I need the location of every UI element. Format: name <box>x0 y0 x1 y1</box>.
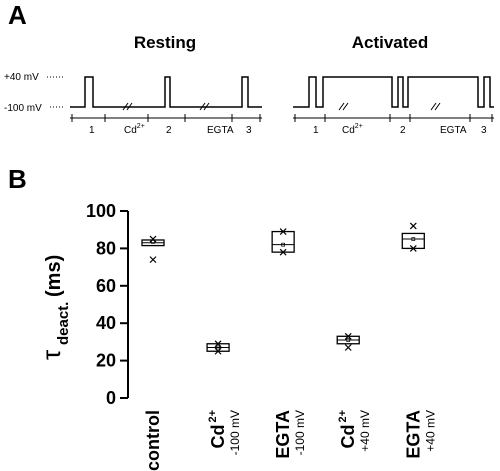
x-tick-sublabel: +40 mV <box>358 410 372 452</box>
mean <box>281 242 285 247</box>
x-tick-sublabel: +40 mV <box>423 410 437 452</box>
step-label: 2 <box>166 125 172 136</box>
x-tick-label: EGTA <box>273 410 293 459</box>
x-label: Cd 2+ +40 mV <box>337 410 372 452</box>
mean <box>346 338 351 342</box>
timeline-ticks <box>71 114 493 122</box>
x-tick-superscript: 2+ <box>337 410 349 423</box>
x-tick-label: Cd <box>338 425 358 449</box>
y-tick-label: 40 <box>96 313 116 333</box>
level-high: +40 mV <box>4 72 39 83</box>
x-label: EGTA +40 mV <box>403 410 437 459</box>
point <box>214 340 222 348</box>
x-tick-sublabel: -100 mV <box>293 410 307 455</box>
step-label: EGTA <box>207 125 234 136</box>
x-tick-sublabel: -100 mV <box>228 410 242 455</box>
point <box>149 256 157 264</box>
panel-a: A Resting Activated +40 mV -100 mV <box>4 0 494 122</box>
step-label: 1 <box>313 125 319 136</box>
step-label: 1 <box>89 125 95 136</box>
point <box>344 332 352 340</box>
y-tick-label: 100 <box>86 201 116 221</box>
y-label-symbol: τ <box>36 349 66 360</box>
panel-b: B 0 20 40 60 80 100 τ deact. (ms) control Cd 2+ -100 … <box>8 164 437 471</box>
y-tick-label: 0 <box>106 388 116 408</box>
level-low: -100 mV <box>4 103 42 114</box>
y-tick-label: 20 <box>96 351 116 371</box>
y-label-subscript: deact. <box>55 302 72 345</box>
y-label-unit: (ms) <box>43 255 65 297</box>
x-tick-superscript: 2+ <box>207 410 219 423</box>
step-label: EGTA <box>440 125 467 136</box>
point <box>279 228 287 235</box>
step-superscript: 2+ <box>355 123 363 130</box>
y-label: τ deact. (ms) <box>36 255 72 360</box>
activated-title: Activated <box>352 33 429 52</box>
x-label: control <box>143 410 163 471</box>
step-label: Cd <box>342 125 355 136</box>
y-tick-label: 60 <box>96 276 116 296</box>
x-tick-label: EGTA <box>403 410 423 459</box>
mean <box>216 345 220 350</box>
point <box>409 244 417 252</box>
panel-a-steps: 1 Cd 2+ 2 EGTA 3 1 Cd 2+ 2 EGTA 3 <box>89 123 487 136</box>
x-tick-label: control <box>143 410 163 471</box>
step-superscript: 2+ <box>137 123 145 130</box>
panel-label: B <box>8 164 27 194</box>
point <box>149 235 157 243</box>
mean <box>151 240 155 244</box>
resting-title: Resting <box>134 33 196 52</box>
point <box>279 248 287 256</box>
step-label: Cd <box>124 125 137 136</box>
box <box>401 232 425 250</box>
x-tick-label: Cd <box>208 425 228 449</box>
point <box>344 344 352 351</box>
activated-trace <box>293 76 494 108</box>
x-label: Cd 2+ -100 mV <box>207 410 242 455</box>
step-label: 3 <box>246 125 252 136</box>
step-label: 2 <box>400 125 406 136</box>
y-tick-label: 80 <box>96 238 116 258</box>
x-label: EGTA -100 mV <box>273 410 307 459</box>
mean <box>411 237 416 241</box>
resting-trace <box>70 76 262 108</box>
step-label: 3 <box>481 125 487 136</box>
panel-label: A <box>8 0 27 30</box>
point <box>214 347 222 355</box>
box <box>271 230 295 253</box>
point <box>409 222 417 230</box>
break-marks <box>122 102 441 111</box>
